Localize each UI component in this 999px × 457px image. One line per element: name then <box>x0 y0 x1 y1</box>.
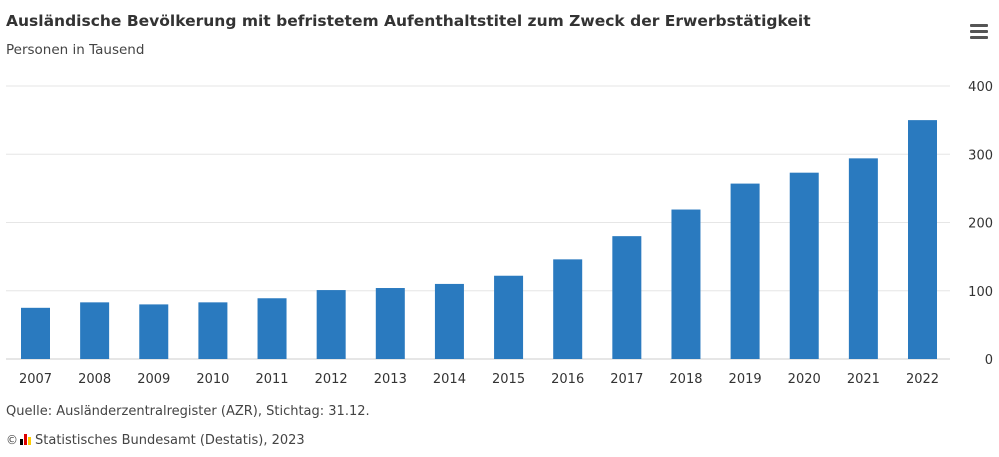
hamburger-menu-icon[interactable] <box>968 22 990 40</box>
y-tick-label: 300 <box>968 148 993 163</box>
copyright-symbol: © <box>6 433 18 447</box>
bar-2016[interactable] <box>553 259 583 359</box>
bars <box>21 120 937 359</box>
bar-2018[interactable] <box>671 209 701 359</box>
x-tick-label: 2016 <box>551 372 584 387</box>
bar-2013[interactable] <box>375 288 405 359</box>
bar-2020[interactable] <box>789 172 819 359</box>
bar-2015[interactable] <box>494 275 524 359</box>
bar-2022[interactable] <box>908 120 937 359</box>
menu-line <box>970 24 988 27</box>
x-tick-label: 2009 <box>137 372 170 387</box>
x-tick-label: 2015 <box>492 372 525 387</box>
x-tick-label: 2013 <box>374 372 407 387</box>
bar-2010[interactable] <box>198 302 228 359</box>
x-axis-tick-labels: 2007 2008 2009 2010 2011 2012 2013 2014 2015 2016… <box>19 372 939 387</box>
y-tick-label: 400 <box>968 80 993 95</box>
x-tick-label: 2012 <box>315 372 348 387</box>
menu-line <box>970 36 988 39</box>
menu-line <box>970 30 988 33</box>
destatis-logo-icon <box>20 434 32 445</box>
y-axis-tick-labels: 0 100 200 300 400 <box>968 80 993 368</box>
bar-2017[interactable] <box>612 236 642 359</box>
x-tick-label: 2020 <box>788 372 821 387</box>
x-tick-label: 2007 <box>19 372 52 387</box>
bar-2008[interactable] <box>80 302 110 359</box>
chart-subtitle: Personen in Tausend <box>6 42 145 58</box>
y-tick-label: 100 <box>968 285 993 300</box>
y-tick-label: 200 <box>968 217 993 232</box>
source-note: Quelle: Ausländerzentralregister (AZR), … <box>6 404 370 419</box>
bar-2011[interactable] <box>257 298 287 359</box>
bar-2019[interactable] <box>730 183 760 359</box>
copyright-line: © Statistisches Bundesamt (Destatis), 202… <box>6 433 305 448</box>
x-tick-label: 2021 <box>847 372 880 387</box>
x-tick-label: 2018 <box>669 372 702 387</box>
x-tick-label: 2017 <box>610 372 643 387</box>
x-tick-label: 2022 <box>906 372 939 387</box>
x-tick-label: 2008 <box>78 372 111 387</box>
bar-2007[interactable] <box>21 307 50 359</box>
x-tick-label: 2011 <box>255 372 288 387</box>
x-tick-label: 2010 <box>196 372 229 387</box>
copyright-text: Statistisches Bundesamt (Destatis), 2023 <box>35 433 305 448</box>
x-tick-label: 2014 <box>433 372 466 387</box>
y-tick-label: 0 <box>985 353 993 368</box>
chart-title: Ausländische Bevölkerung mit befristetem… <box>6 12 811 30</box>
bar-2012[interactable] <box>316 290 346 359</box>
bar-2014[interactable] <box>434 283 464 359</box>
bar-2021[interactable] <box>848 158 878 359</box>
x-tick-label: 2019 <box>729 372 762 387</box>
bar-2009[interactable] <box>139 304 169 359</box>
